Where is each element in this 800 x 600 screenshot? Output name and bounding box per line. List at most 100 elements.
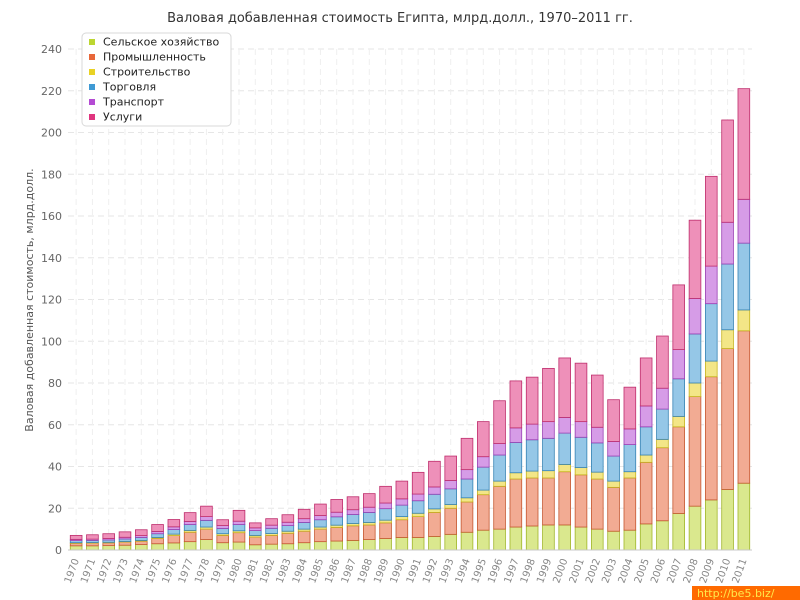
bar-segment: [493, 454, 506, 482]
bar-segment: [558, 432, 571, 465]
bar-segment: [705, 265, 718, 305]
bar-segment: [672, 378, 685, 417]
bar-segment: [200, 505, 213, 518]
bar-segment: [118, 531, 132, 538]
bar-segment: [607, 480, 620, 488]
bar-segment: [363, 512, 376, 523]
legend-label: Строительство: [103, 66, 191, 79]
bar-segment: [525, 477, 539, 527]
bar-segment: [265, 518, 278, 526]
bar-segment: [477, 489, 490, 496]
bar-segment: [330, 516, 343, 526]
bars: [69, 88, 751, 551]
bar-segment: [314, 515, 327, 521]
legend-item[interactable]: Промышленность: [89, 51, 206, 64]
y-tick-label: 200: [41, 127, 62, 140]
bar-segment: [574, 421, 588, 438]
bar-segment: [363, 539, 376, 551]
y-tick-label: 140: [41, 252, 62, 265]
bar-segment: [183, 541, 197, 551]
y-tick-label: 0: [55, 544, 62, 557]
bar-segment: [444, 455, 457, 481]
bar-segment: [542, 477, 555, 526]
bar-segment: [363, 493, 376, 508]
legend-swatch: [89, 69, 95, 75]
legend-item[interactable]: Сельское хозяйство: [89, 36, 219, 49]
bar-segment: [379, 508, 392, 521]
bar-segment: [346, 514, 360, 524]
bar-segment: [314, 528, 327, 543]
bar-segment: [232, 520, 246, 525]
legend-item[interactable]: Транспорт: [89, 96, 165, 109]
y-tick-label: 40: [48, 461, 62, 474]
bar-segment: [656, 335, 669, 389]
bar-segment: [346, 525, 360, 541]
bar-segment: [688, 333, 702, 384]
bar-segment: [151, 538, 164, 545]
bar-segment: [346, 509, 360, 515]
bar-segment: [200, 516, 213, 521]
bar-segment: [167, 542, 181, 551]
legend-label: Промышленность: [103, 51, 206, 64]
bar-segment: [623, 444, 637, 473]
bar-segment: [688, 219, 702, 299]
bar-segment: [493, 400, 506, 444]
bar-segment: [330, 527, 343, 542]
bar-segment: [167, 526, 181, 530]
bar-segment: [737, 88, 751, 200]
bar-segment: [558, 524, 571, 551]
bar-segment: [542, 421, 555, 439]
bar-segment: [232, 532, 246, 543]
bar-segment: [379, 522, 392, 539]
bar-segment: [249, 522, 262, 529]
bar-segment: [395, 480, 409, 500]
bar-segment: [737, 330, 751, 484]
legend-label: Сельское хозяйство: [103, 36, 219, 49]
bar-segment: [591, 471, 604, 480]
bar-segment: [688, 382, 702, 397]
bar-segment: [330, 511, 343, 518]
bar-segment: [705, 376, 718, 501]
bar-segment: [314, 503, 327, 516]
bar-segment: [167, 529, 181, 535]
watermark-text: http://be5.biz/: [697, 587, 775, 600]
bar-segment: [509, 472, 523, 480]
bar-segment: [167, 519, 181, 528]
bar-segment: [574, 362, 588, 423]
bar-segment: [460, 531, 474, 551]
bar-segment: [200, 528, 213, 540]
bar-segment: [509, 442, 523, 474]
bar-segment: [428, 493, 441, 510]
bar-segment: [444, 533, 457, 551]
bar-segment: [656, 408, 669, 440]
bar-segment: [558, 357, 571, 418]
bar-segment: [118, 541, 132, 546]
bar-segment: [639, 461, 653, 525]
bar-segment: [656, 387, 669, 410]
bar-segment: [623, 471, 637, 479]
legend-swatch: [89, 99, 95, 105]
bar-segment: [460, 497, 474, 503]
bar-segment: [509, 478, 523, 528]
watermark[interactable]: http://be5.biz/: [692, 586, 800, 600]
bar-segment: [151, 524, 164, 532]
bar-segment: [639, 523, 653, 551]
legend-item[interactable]: Торговля: [89, 81, 156, 94]
y-tick-label: 220: [41, 85, 62, 98]
bar-segment: [330, 540, 343, 551]
bar-segment: [607, 399, 620, 442]
bar-segment: [411, 512, 425, 518]
bar-segment: [249, 544, 262, 551]
legend-item[interactable]: Строительство: [89, 66, 191, 79]
legend-item[interactable]: Услуги: [89, 111, 142, 124]
legend[interactable]: Сельское хозяйство Промышленность Строител…: [81, 32, 232, 127]
bar-segment: [330, 499, 343, 513]
bar-segment: [428, 536, 441, 551]
bar-segment: [460, 478, 474, 499]
bar-segment: [591, 426, 604, 444]
bar-segment: [232, 524, 246, 532]
bar-segment: [493, 528, 506, 551]
bar-segment: [477, 529, 490, 551]
bar-segment: [672, 513, 685, 551]
